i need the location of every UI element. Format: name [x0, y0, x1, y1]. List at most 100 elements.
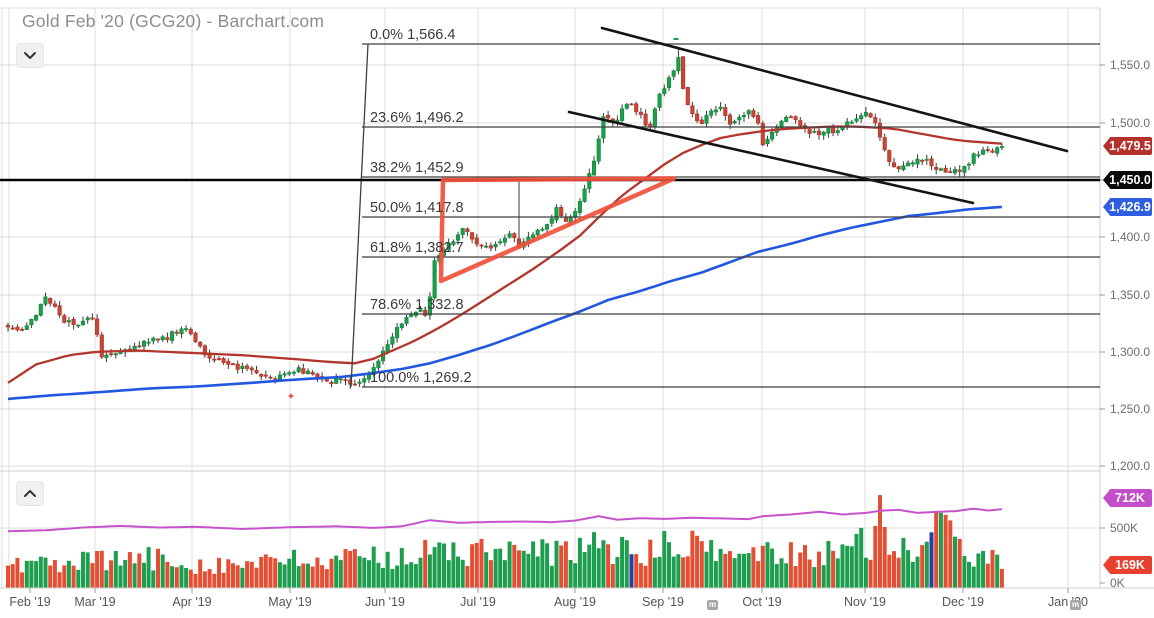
volume-bar	[517, 550, 521, 588]
volume-bar	[99, 550, 104, 588]
x-axis-month-label: May '19	[268, 595, 312, 609]
volume-bar	[545, 543, 550, 588]
candle	[5, 324, 11, 328]
candle	[193, 332, 198, 342]
candle	[981, 149, 986, 155]
volume-bar	[995, 554, 1000, 588]
candle	[957, 169, 962, 172]
candle	[324, 378, 329, 382]
candle	[531, 234, 536, 239]
candle	[891, 162, 897, 168]
volume-bar	[404, 564, 409, 588]
candle	[357, 381, 362, 384]
volume-bar	[118, 565, 123, 588]
candle	[390, 336, 395, 345]
candle	[727, 114, 733, 125]
collapse-volume-panel-button[interactable]	[16, 481, 44, 506]
y-axis-label: 1,500.0	[1110, 116, 1151, 130]
candle	[141, 340, 147, 347]
volume-bar	[526, 553, 531, 588]
volume-bar	[38, 556, 43, 588]
volume-bar	[113, 551, 118, 588]
volume-bar	[967, 561, 971, 588]
volume-bar	[821, 565, 826, 588]
fib-level-label: 78.6% 1,332.8	[370, 297, 464, 313]
volume-bar	[610, 564, 615, 588]
candle	[221, 358, 226, 363]
candle	[784, 116, 789, 122]
volume-bar	[507, 541, 512, 588]
volume-bar	[896, 557, 901, 588]
volume-bar	[273, 558, 278, 588]
volume-bar	[123, 559, 128, 588]
candle	[160, 336, 165, 341]
volume-bar	[592, 532, 596, 588]
event-marker-icon[interactable]: m	[707, 600, 718, 610]
volume-bar	[221, 572, 226, 588]
y-axis-label: 500K	[1110, 521, 1139, 535]
volume-bar	[793, 566, 798, 588]
x-axis-month-label: Sep '19	[641, 595, 684, 609]
volume-bar	[943, 514, 948, 588]
volume-bar	[446, 560, 451, 588]
volume-bar	[127, 552, 132, 588]
volume-bar	[170, 566, 175, 588]
volume-bar	[217, 557, 221, 588]
x-axis-month-label: Aug '19	[553, 595, 596, 609]
event-marker-icon[interactable]: m	[1070, 600, 1081, 610]
volume-bar	[460, 559, 465, 588]
volume-bar	[296, 566, 301, 588]
gridlines	[0, 7, 1100, 588]
candle	[666, 77, 672, 89]
volume-bar	[6, 565, 10, 588]
volume-bar	[71, 565, 76, 588]
volume-bar	[751, 547, 756, 588]
ma-blue-price-tag: 1,426.9	[1103, 198, 1152, 216]
volume-bar	[57, 572, 62, 588]
candle	[498, 241, 503, 244]
lower-channel-trendline	[567, 110, 975, 205]
candle	[155, 338, 161, 341]
candle	[709, 110, 714, 116]
volume-bar	[343, 549, 348, 588]
candle	[315, 373, 320, 378]
volume-bar	[376, 562, 381, 588]
volume-bar	[470, 544, 475, 588]
volume-bar	[484, 552, 489, 588]
y-axis-label: 1,300.0	[1110, 345, 1151, 359]
volume-bar	[559, 545, 564, 588]
candle	[427, 296, 432, 316]
volume-bar	[826, 541, 831, 588]
fib-level-label: 61.8% 1,382.7	[370, 240, 464, 256]
volume-bar	[577, 537, 582, 588]
candle	[849, 121, 854, 124]
candle	[662, 88, 667, 95]
candle	[151, 337, 156, 342]
volume-bar	[915, 556, 920, 588]
volume-bar	[737, 553, 742, 588]
volume-bar	[268, 557, 273, 588]
candle	[559, 207, 564, 216]
volume-bar	[957, 538, 962, 588]
candle	[695, 113, 700, 122]
volume-bar	[179, 565, 184, 588]
candle	[877, 122, 883, 138]
volume-bar	[226, 559, 231, 588]
collapse-price-panel-button[interactable]	[16, 43, 44, 68]
candle	[376, 360, 381, 369]
candle	[535, 229, 540, 236]
fib-level-label: 50.0% 1,417.8	[370, 200, 464, 216]
candle	[638, 111, 643, 115]
trendlines	[567, 26, 1069, 205]
volume-bar	[812, 567, 817, 588]
volume-bar	[418, 557, 423, 588]
candle	[793, 116, 798, 121]
candle	[826, 126, 831, 134]
volume-bar	[554, 540, 559, 588]
candle	[277, 374, 282, 380]
volume-bar	[427, 554, 432, 588]
volume-bar	[202, 571, 207, 588]
candle	[95, 318, 100, 335]
candle	[995, 147, 1000, 154]
